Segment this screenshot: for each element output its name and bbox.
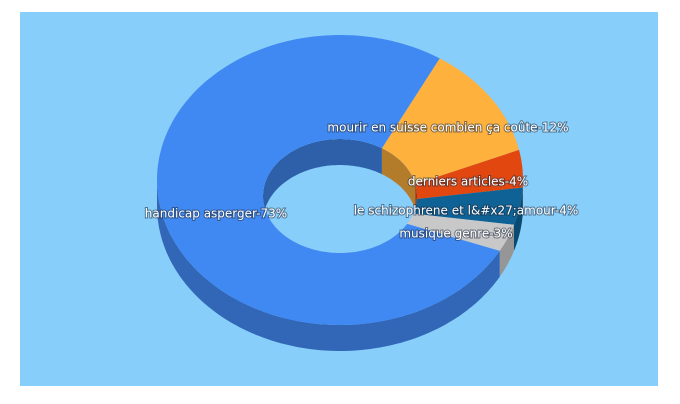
data-label: musique genre-3% [399, 227, 512, 241]
data-label: handicap asperger-73% [145, 207, 287, 221]
data-label: mourir en suisse combien ça coûte-12% [327, 121, 568, 135]
data-label: le schizophrene et l&#x27;amour-4% [354, 204, 579, 218]
data-label: derniers articles-4% [408, 175, 528, 189]
